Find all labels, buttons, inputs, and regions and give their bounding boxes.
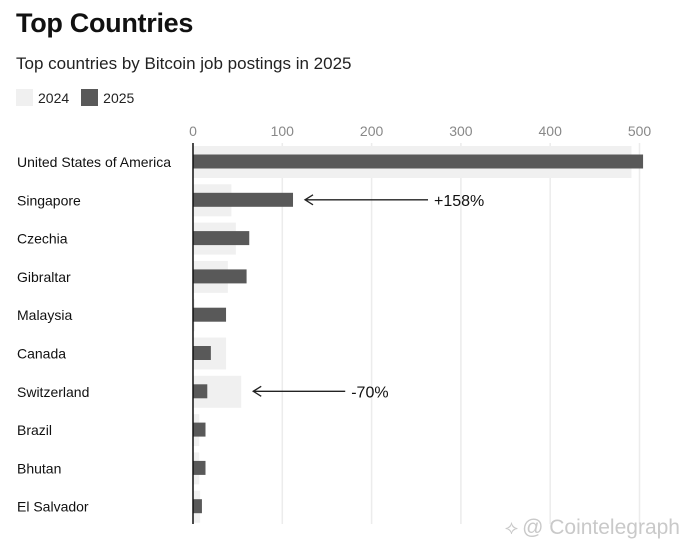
category-label-singapore: Singapore [17, 192, 81, 208]
category-label-czechia: Czechia [17, 231, 68, 247]
bar-2025-brazil [193, 422, 206, 437]
annotation-label-singapore: +158% [434, 193, 484, 210]
bar-2025-el-salvador [193, 499, 202, 514]
bar-2025-switzerland [193, 384, 208, 399]
bar-2025-gibraltar [193, 269, 247, 284]
x-tick-label-200: 200 [360, 123, 384, 139]
category-label-bhutan: Bhutan [17, 460, 61, 476]
x-tick-label-0: 0 [189, 123, 197, 139]
legend-label-2024: 2024 [38, 89, 70, 106]
bar-2025-united-states-of-america [193, 154, 644, 169]
cointelegraph-logo-icon: ⟡ [504, 516, 519, 539]
annotation-arrowhead-icon-switzerland [251, 385, 262, 397]
annotation-arrowhead-icon-singapore [303, 194, 314, 206]
x-tick-label-500: 500 [628, 123, 652, 139]
chart-title: Top Countries [16, 8, 194, 38]
legend-item-2025: 2025 [81, 89, 134, 106]
legend-item-2024: 2024 [16, 89, 69, 106]
legend: 2024 2025 [16, 89, 146, 106]
category-label-switzerland: Switzerland [17, 384, 89, 400]
legend-label-2025: 2025 [103, 89, 135, 106]
category-label-gibraltar: Gibraltar [17, 269, 71, 285]
chart-subtitle: Top countries by Bitcoin job postings in… [16, 54, 352, 73]
bar-2025-bhutan [193, 460, 206, 475]
bar-2025-malaysia [193, 307, 227, 322]
category-label-el-salvador: El Salvador [17, 499, 89, 515]
bar-2025-canada [193, 346, 211, 360]
watermark: ⟡ @ Cointelegraph [505, 516, 680, 540]
legend-swatch-2025 [81, 89, 99, 106]
bar-2025-czechia [193, 231, 250, 246]
watermark-text: @ Cointelegraph [522, 516, 680, 539]
category-label-malaysia: Malaysia [17, 307, 72, 323]
category-label-united-states-of-america: United States of America [17, 154, 171, 170]
x-tick-label-400: 400 [539, 123, 563, 139]
bar-2025-singapore [193, 192, 294, 207]
x-tick-label-300: 300 [449, 123, 473, 139]
category-label-canada: Canada [17, 346, 66, 362]
category-label-brazil: Brazil [17, 422, 52, 438]
legend-swatch-2024 [16, 89, 33, 106]
annotation-label-switzerland: -70% [351, 384, 388, 401]
x-tick-label-100: 100 [271, 123, 295, 139]
